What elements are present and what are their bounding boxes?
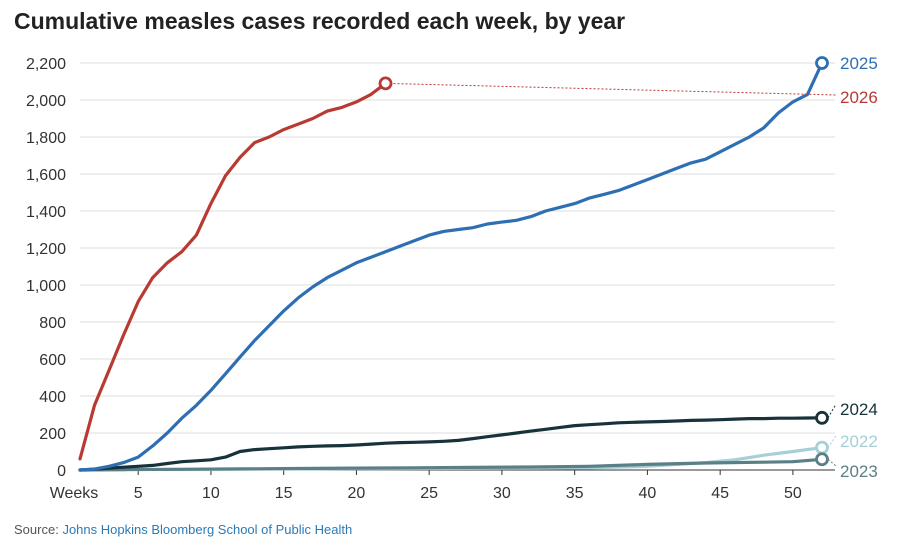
y-tick-label: 1,000 [26,278,66,295]
series-layer [78,56,837,472]
y-tick-label: 2,200 [26,56,66,73]
series-label-2022: 2022 [840,432,878,451]
series-line-2023 [78,457,824,472]
series-line-2026 [78,81,388,461]
series-label-2024: 2024 [840,400,878,419]
y-tick-label: 1,600 [26,167,66,184]
series-endpoint-2024 [815,410,829,425]
y-tick-label: 800 [39,315,66,332]
x-tick-label: 45 [711,485,729,502]
y-tick-label: 2,000 [26,93,66,110]
x-tick-label: 35 [566,485,584,502]
series-label-2026: 2026 [840,88,878,107]
grid [80,62,835,434]
series-endpoint-2023 [815,452,829,467]
x-tick-label: 15 [275,485,293,502]
y-tick-label: 200 [39,426,66,443]
y-tick-label: 400 [39,389,66,406]
y-tick-label: 0 [57,463,66,480]
x-axis-ticks: 5 10 15 20 25 30 35 40 45 50 [134,470,802,502]
x-tick-label: 40 [639,485,657,502]
source-note: Source: Johns Hopkins Bloomberg School o… [14,522,352,537]
series-leader-2023 [827,458,837,467]
x-axis-label: Weeks [50,485,99,502]
x-tick-label: 20 [348,485,366,502]
series-labels: 2022 2023 2024 2025 2026 [840,54,878,481]
source-prefix: Source: [14,522,59,537]
x-tick-label: 5 [134,485,143,502]
series-label-2025: 2025 [840,54,878,73]
x-tick-label: 25 [420,485,438,502]
series-leader-2022 [827,435,837,448]
series-leader-2024 [827,403,837,419]
source-link[interactable]: Johns Hopkins Bloomberg School of Public… [62,522,353,537]
y-tick-label: 1,800 [26,130,66,147]
chart-title: Cumulative measles cases recorded each w… [14,8,626,34]
series-leader-2026 [385,82,837,96]
series-endpoint-2026 [378,76,393,91]
x-tick-label: 50 [784,485,802,502]
y-tick-label: 1,400 [26,204,66,221]
series-endpoint-2022 [815,440,829,455]
y-tick-label: 600 [39,352,66,369]
x-tick-label: 10 [202,485,220,502]
series-line-2025 [78,61,824,472]
y-axis-ticks: 0 200 400 600 800 1,000 1,200 1,400 1,600 1,800 2,… [26,56,66,480]
series-line-2024 [78,416,824,472]
series-endpoint-2025 [815,56,829,70]
x-tick-label: 30 [493,485,511,502]
series-label-2023: 2023 [840,462,878,481]
y-tick-label: 1,200 [26,241,66,258]
